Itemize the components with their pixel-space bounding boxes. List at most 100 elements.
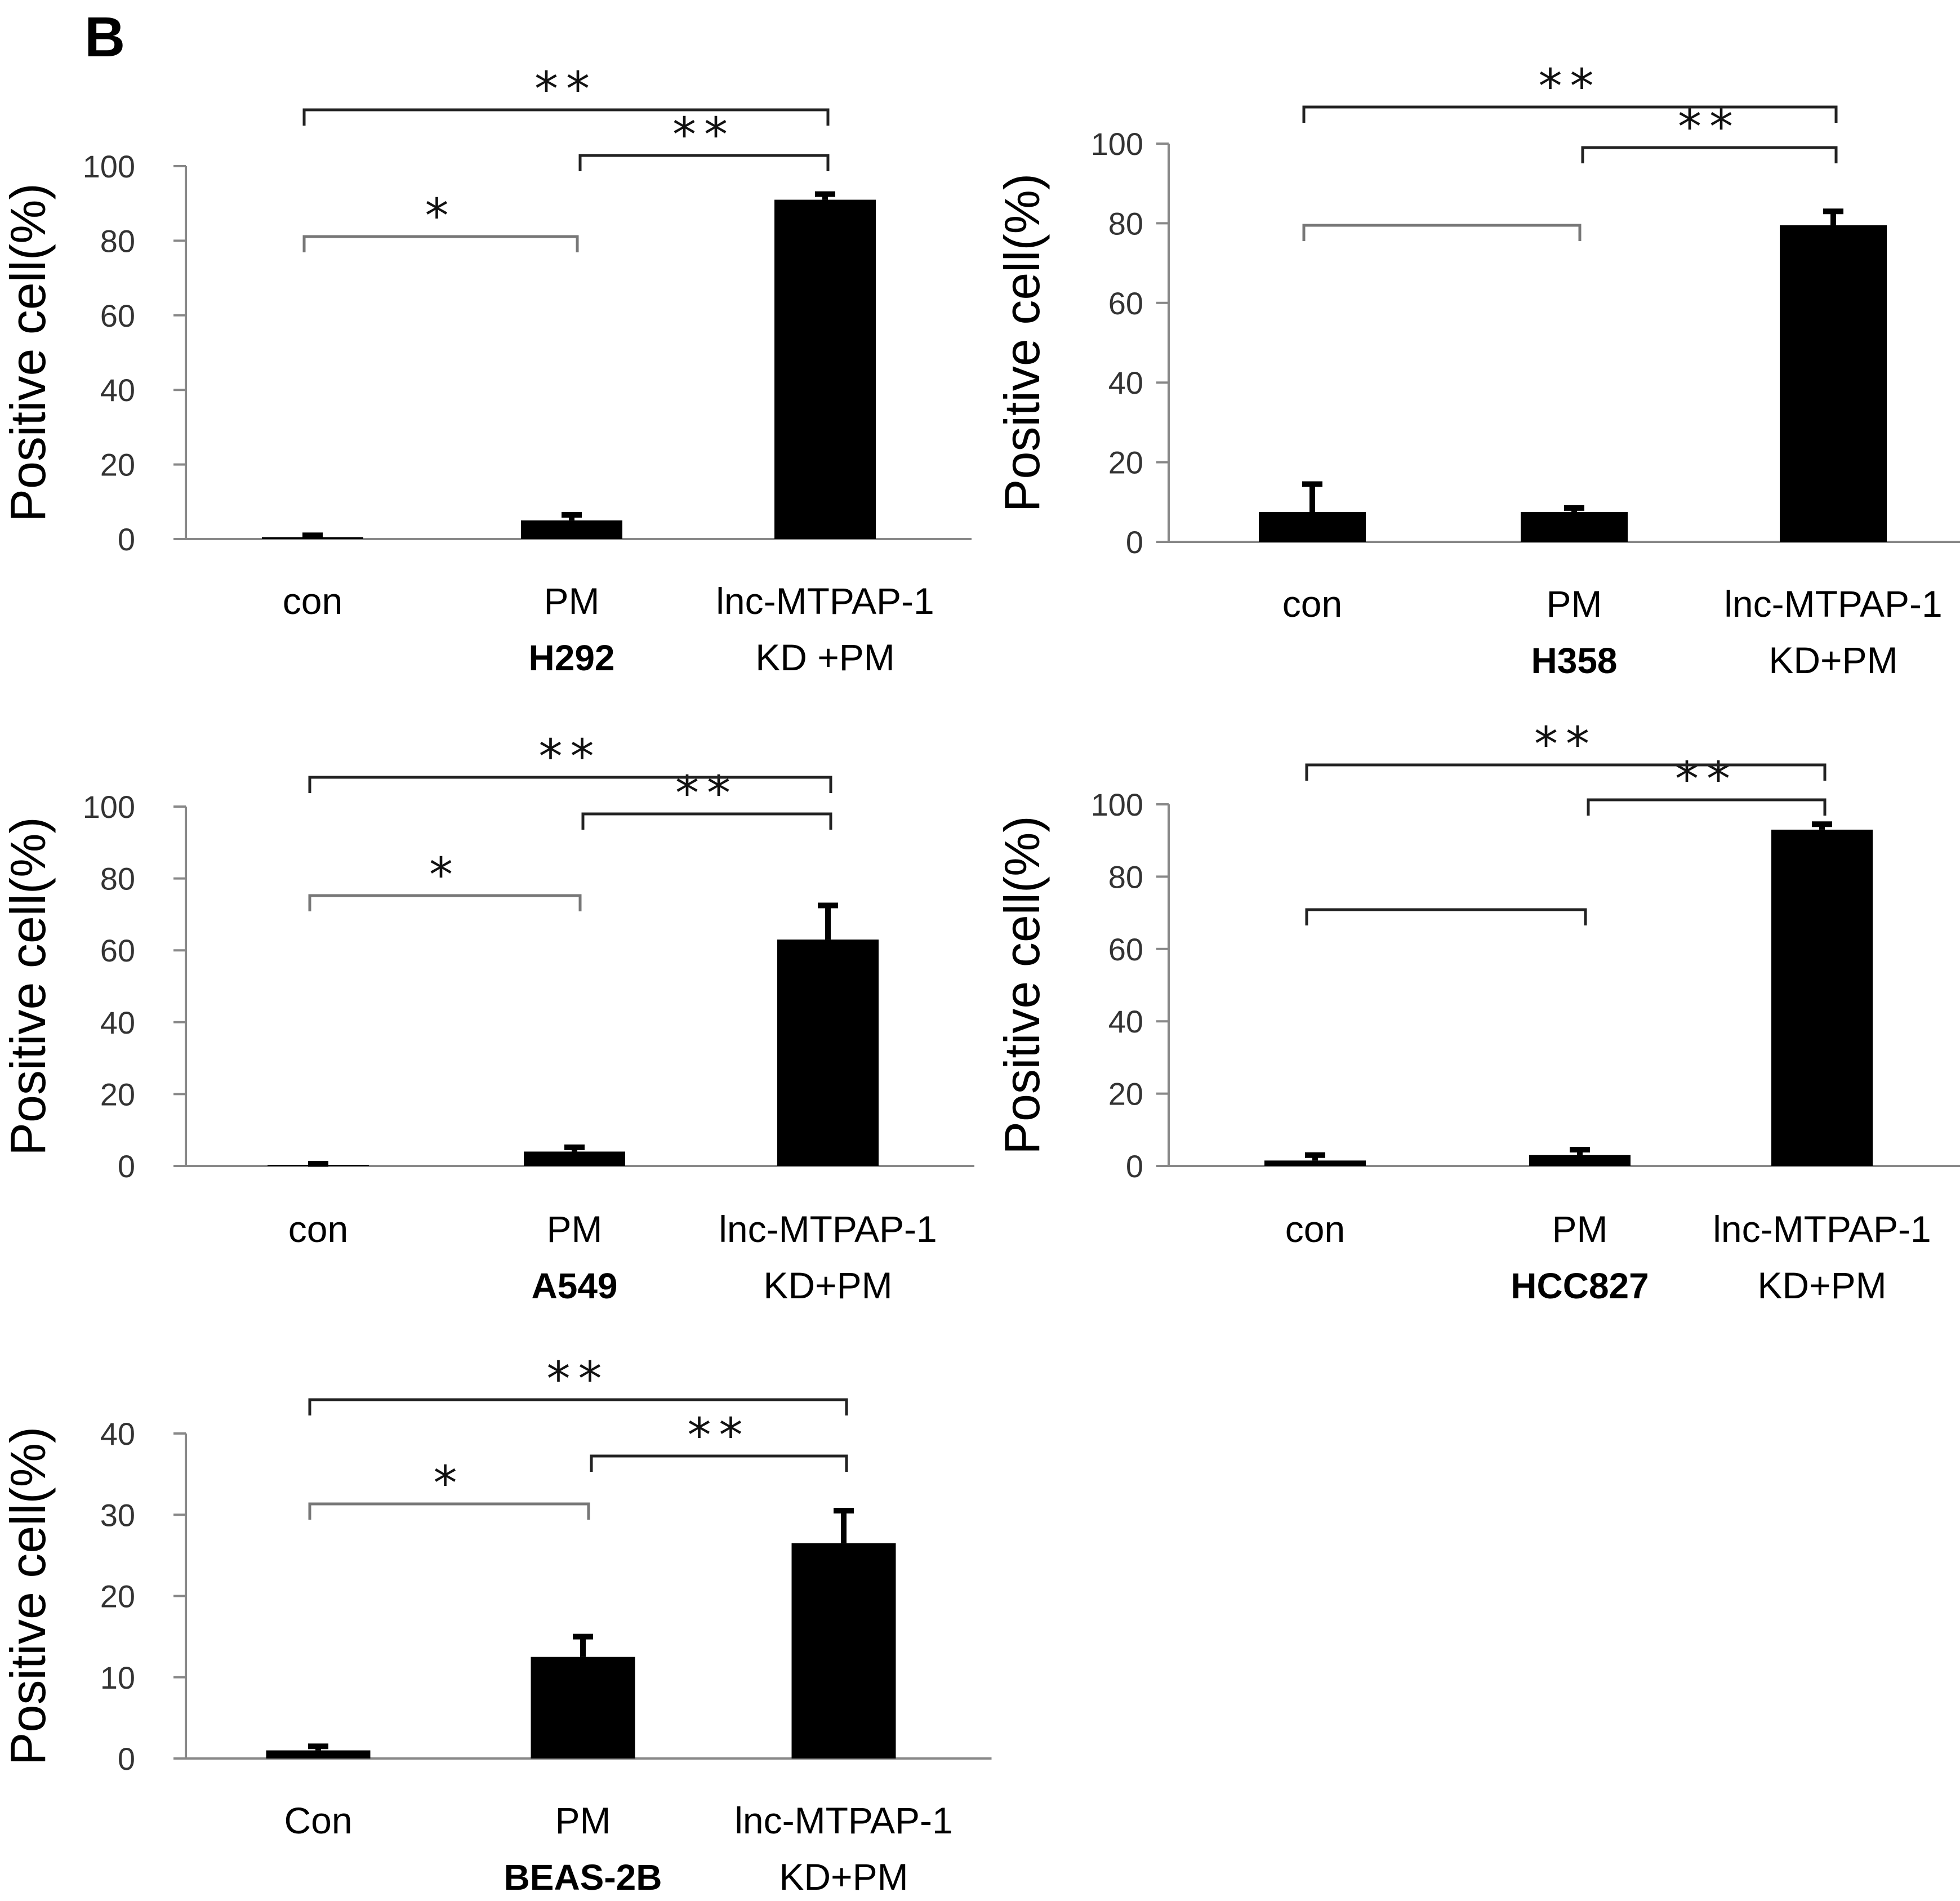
significance-bracket-1 — [581, 812, 832, 830]
y-tick-label: 10 — [100, 1660, 135, 1695]
y-axis-title: Positive cell(%) — [0, 817, 56, 1155]
significance-label-0: * — [429, 847, 461, 902]
y-tick-label: 0 — [1126, 524, 1143, 560]
significance-bracket-2 — [308, 1398, 848, 1415]
cell-line-label: A549 — [532, 1266, 618, 1306]
category-label-1: PM — [1547, 583, 1602, 625]
y-tick-label: 30 — [100, 1497, 135, 1533]
bar-2 — [1780, 225, 1887, 542]
category-sublabel-2: KD+PM — [1769, 639, 1897, 681]
significance-bracket-0 — [1302, 224, 1582, 241]
chart-h358: 0 20 40 60 80 100 Positive cell(%) con PM lnc-MTP… — [994, 59, 1960, 681]
chart-h292: 0 20 40 60 80 100 Positive cell(%) con PM lnc-MTP… — [0, 61, 972, 678]
bar-1 — [1521, 511, 1628, 542]
cell-line-label: H292 — [529, 638, 615, 678]
category-label-0: con — [283, 580, 342, 622]
category-sublabel-2: KD+PM — [779, 1856, 908, 1898]
cell-line-label: H358 — [1531, 640, 1618, 681]
category-label-2: lnc-MTPAP-1 — [1713, 1208, 1931, 1250]
category-label-2: lnc-MTPAP-1 — [1724, 583, 1943, 625]
bar-0 — [266, 1750, 371, 1758]
bar-2 — [774, 199, 876, 540]
significance-label-2: ** — [1534, 716, 1597, 772]
y-tick-label: 40 — [100, 1005, 135, 1040]
category-label-0: con — [1285, 1208, 1345, 1250]
significance-bracket-0 — [1305, 908, 1587, 925]
category-sublabel-2: KD +PM — [755, 636, 895, 678]
y-tick-label: 100 — [1091, 126, 1143, 162]
category-label-1: PM — [555, 1800, 611, 1841]
category-label-2: lnc-MTPAP-1 — [734, 1800, 953, 1841]
y-tick-label: 80 — [1108, 206, 1143, 241]
significance-bracket-0 — [302, 235, 579, 252]
y-tick-label: 60 — [100, 298, 135, 333]
category-label-2: lnc-MTPAP-1 — [716, 580, 934, 622]
category-label-1: PM — [544, 580, 600, 622]
y-tick-label: 20 — [100, 1579, 135, 1614]
category-label-2: lnc-MTPAP-1 — [719, 1208, 937, 1250]
bar-0 — [1264, 1160, 1366, 1166]
y-tick-label: 60 — [1108, 286, 1143, 321]
y-tick-label: 80 — [100, 223, 135, 259]
category-label-1: PM — [1552, 1208, 1608, 1250]
y-tick-label: 40 — [1108, 1004, 1143, 1039]
category-label-0: con — [288, 1208, 348, 1250]
y-tick-label: 40 — [100, 1416, 135, 1452]
significance-label-1: ** — [1675, 751, 1738, 807]
significance-label-2: ** — [534, 61, 598, 117]
significance-bracket-1 — [590, 1454, 848, 1472]
significance-bracket-2 — [308, 776, 832, 793]
significance-bracket-1 — [1587, 798, 1827, 816]
significance-label-2: ** — [547, 1351, 610, 1406]
y-tick-label: 20 — [100, 1076, 135, 1112]
cell-line-label: BEAS-2B — [504, 1857, 662, 1898]
bar-2 — [1771, 829, 1873, 1166]
bar-1 — [524, 1151, 625, 1166]
bar-2 — [791, 1543, 896, 1758]
significance-label-1: ** — [672, 107, 736, 162]
significance-label-2: ** — [539, 729, 602, 784]
significance-label-0: * — [425, 188, 457, 243]
y-tick-label: 0 — [118, 1741, 135, 1777]
y-axis-title: Positive cell(%) — [994, 816, 1050, 1154]
significance-bracket-0 — [308, 1502, 590, 1520]
significance-bracket-2 — [1302, 105, 1838, 123]
category-sublabel-2: KD+PM — [763, 1265, 892, 1306]
significance-bracket-1 — [1581, 146, 1838, 163]
y-tick-label: 60 — [100, 933, 135, 968]
y-tick-label: 0 — [118, 522, 135, 557]
chart-a549: 0 20 40 60 80 100 Positive cell(%) con PM lnc-MTP… — [0, 729, 974, 1306]
y-tick-label: 0 — [118, 1148, 135, 1184]
y-tick-label: 100 — [83, 149, 135, 184]
bar-0 — [1259, 511, 1366, 542]
y-axis-title: Positive cell(%) — [0, 183, 56, 522]
y-tick-label: 20 — [1108, 1076, 1143, 1112]
category-label-0: con — [1282, 583, 1342, 625]
y-tick-label: 20 — [1108, 445, 1143, 480]
y-tick-label: 80 — [1108, 859, 1143, 894]
y-tick-label: 0 — [1126, 1148, 1143, 1184]
bar-1 — [531, 1657, 635, 1758]
category-sublabel-2: KD+PM — [1757, 1265, 1886, 1306]
significance-label-1: ** — [675, 765, 738, 821]
y-tick-label: 100 — [1091, 787, 1143, 822]
panel-label: B — [84, 6, 125, 69]
category-label-1: PM — [547, 1208, 603, 1250]
y-axis-title: Positive cell(%) — [0, 1427, 56, 1765]
chart-hcc827: 0 20 40 60 80 100 Positive cell(%) con PM lnc-MTP… — [994, 716, 1960, 1306]
bar-2 — [777, 940, 879, 1166]
cell-line-label: HCC827 — [1511, 1266, 1649, 1306]
chart-beas-2b: 0 10 20 30 40 Positive cell(%) Con PM lnc-MTPAP-… — [0, 1351, 992, 1898]
y-tick-label: 80 — [100, 861, 135, 897]
significance-bracket-2 — [302, 108, 830, 126]
significance-label-0: * — [434, 1455, 465, 1511]
y-tick-label: 40 — [1108, 365, 1143, 400]
significance-bracket-2 — [1305, 763, 1827, 781]
significance-bracket-1 — [578, 154, 830, 171]
bar-1 — [1529, 1155, 1631, 1166]
significance-bracket-0 — [308, 894, 582, 911]
y-tick-label: 40 — [100, 372, 135, 408]
y-tick-label: 100 — [83, 789, 135, 825]
